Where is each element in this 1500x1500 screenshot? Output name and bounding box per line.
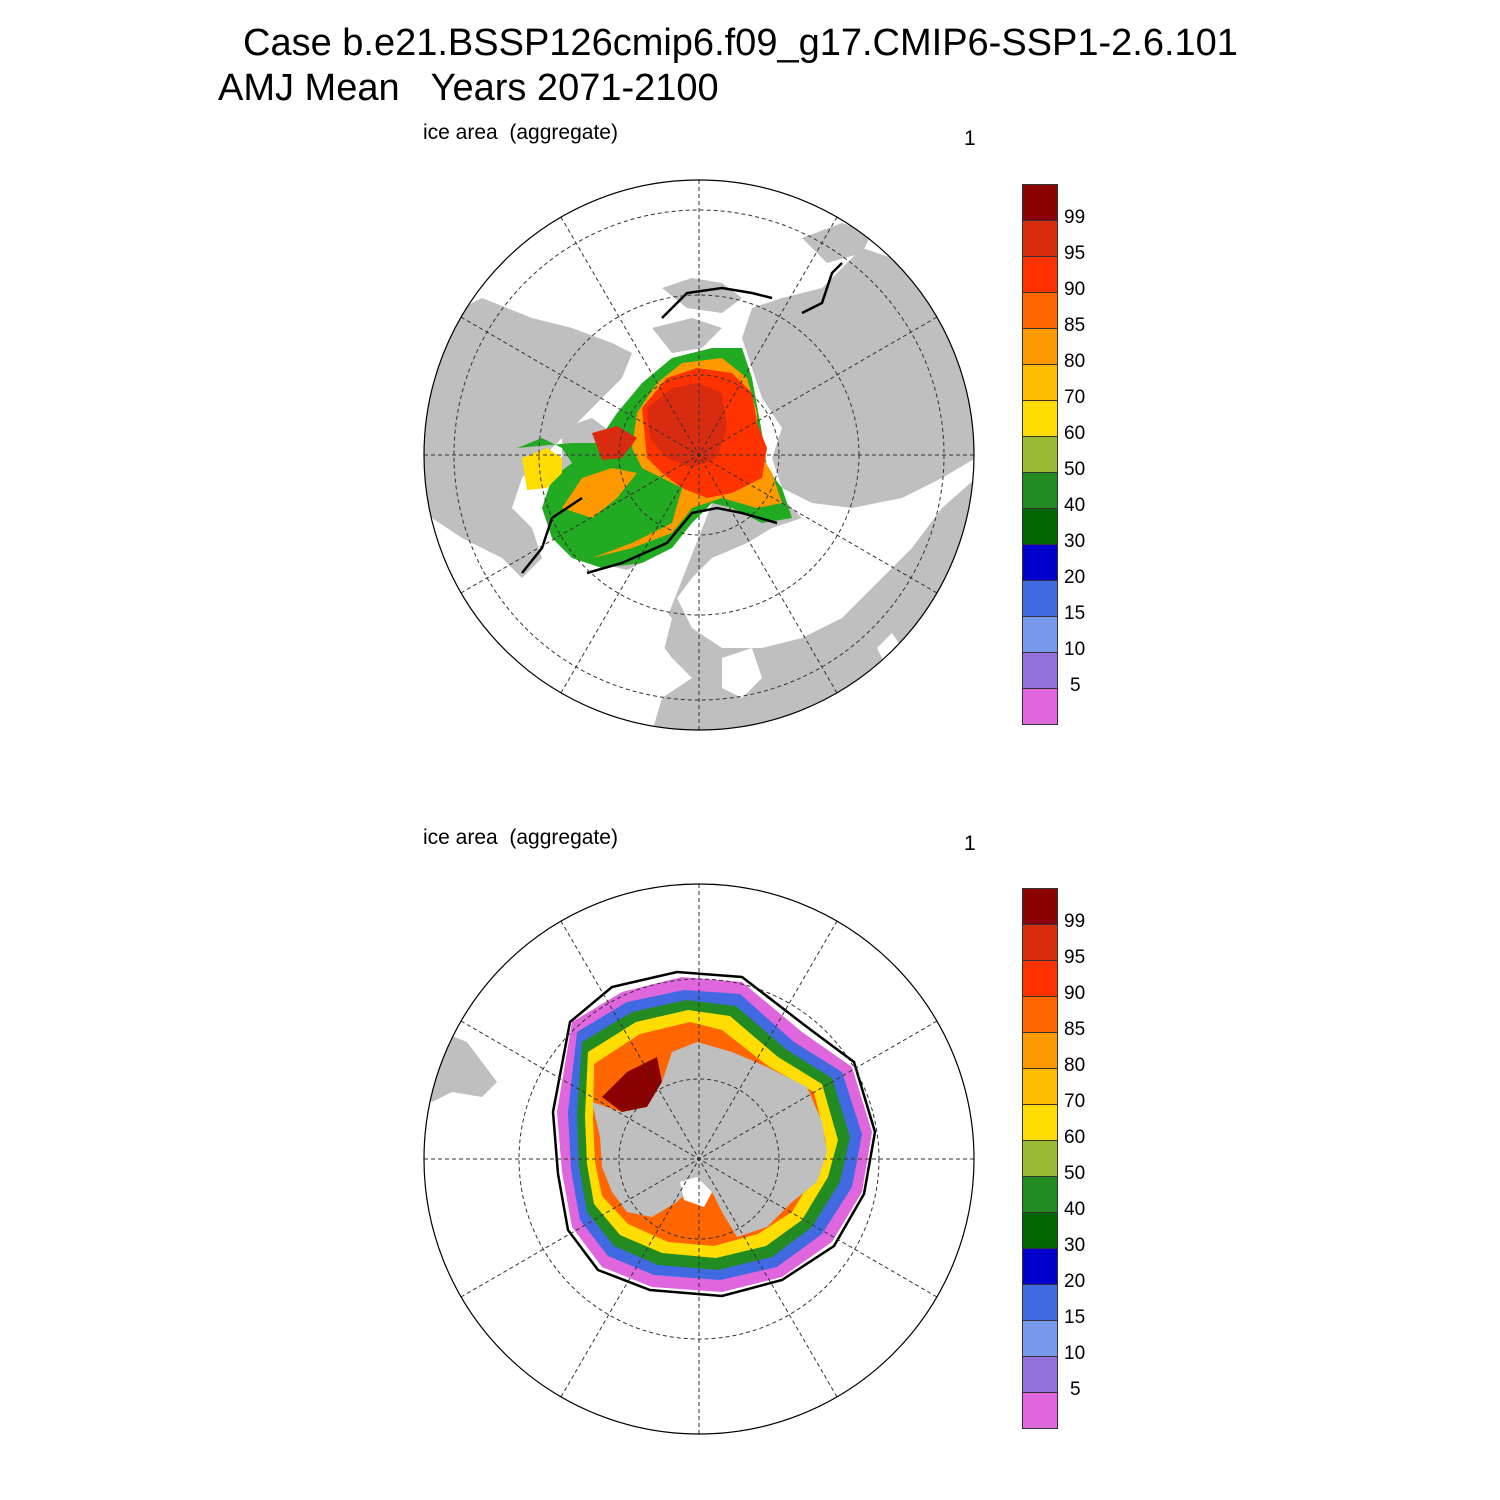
colorbar-swatch <box>1022 888 1058 925</box>
colorbar-swatch <box>1022 1248 1058 1285</box>
colorbar-swatch <box>1022 1104 1058 1141</box>
graticule-north <box>424 180 974 730</box>
colorbar-swatch <box>1022 1032 1058 1069</box>
colorbar-tick-label: 60 <box>1064 1127 1086 1148</box>
colorbar-swatch <box>1022 580 1058 617</box>
panel-units-north: 1 <box>964 127 976 150</box>
colorbar-swatch <box>1022 616 1058 653</box>
colorbar-tick-label: 10 <box>1064 639 1086 660</box>
colorbar-swatch <box>1022 1212 1058 1249</box>
colorbar-tick-label: 10 <box>1064 1343 1086 1364</box>
colorbar-swatch <box>1022 688 1058 725</box>
colorbar-swatch <box>1022 652 1058 689</box>
colorbar-tick-label: 99 <box>1064 207 1086 228</box>
colorbar-tick-label: 99 <box>1064 911 1086 932</box>
ross-ice-gap <box>680 1177 712 1207</box>
colorbar-tick-label: 50 <box>1064 1163 1086 1184</box>
colorbar-tick-label: 90 <box>1064 983 1086 1004</box>
colorbar-tick-label: 70 <box>1064 387 1086 408</box>
colorbar-swatch <box>1022 924 1058 961</box>
colorbar-tick-label: 80 <box>1064 351 1086 372</box>
colorbar-tick-label: 30 <box>1064 531 1086 552</box>
colorbar-swatch <box>1022 400 1058 437</box>
colorbar-swatch <box>1022 436 1058 473</box>
colorbar-tick-label: 20 <box>1064 1271 1086 1292</box>
figure-title-line-2: AMJ Mean Years 2071-2100 <box>218 67 719 109</box>
colorbar-swatch <box>1022 1140 1058 1177</box>
colorbar-tick-label: 30 <box>1064 1235 1086 1256</box>
colorbar-swatch <box>1022 1176 1058 1213</box>
colorbar-tick-label: 95 <box>1064 243 1086 264</box>
colorbar-swatch <box>1022 256 1058 293</box>
colorbar-swatch <box>1022 292 1058 329</box>
colorbar-tick-label: 5 <box>1070 675 1081 696</box>
panel-label-south: ice area (aggregate) <box>423 826 618 849</box>
colorbar-north <box>1022 184 1058 725</box>
map-border-south <box>423 883 975 1435</box>
ice-edge-contour-south <box>551 970 877 1298</box>
colorbar-swatch <box>1022 1284 1058 1321</box>
colorbar-swatch <box>1022 472 1058 509</box>
colorbar-tick-label: 80 <box>1064 1055 1086 1076</box>
colorbar-swatch <box>1022 1392 1058 1429</box>
colorbar-swatch <box>1022 328 1058 365</box>
colorbar-swatch <box>1022 1356 1058 1393</box>
colorbar-south <box>1022 888 1058 1429</box>
colorbar-swatch <box>1022 220 1058 257</box>
ice-edge-contour-north <box>521 262 843 575</box>
colorbar-tick-label: 50 <box>1064 459 1086 480</box>
colorbar-tick-label: 15 <box>1064 1307 1086 1328</box>
colorbar-swatch <box>1022 544 1058 581</box>
panel-units-south: 1 <box>964 832 976 855</box>
figure-title-line-1: Case b.e21.BSSP126cmip6.f09_g17.CMIP6-SS… <box>243 22 1238 64</box>
colorbar-tick-label: 40 <box>1064 1199 1086 1220</box>
colorbar-tick-label: 5 <box>1070 1379 1081 1400</box>
colorbar-swatch <box>1022 1320 1058 1357</box>
colorbar-tick-label: 20 <box>1064 567 1086 588</box>
colorbar-swatch <box>1022 364 1058 401</box>
colorbar-tick-label: 40 <box>1064 495 1086 516</box>
colorbar-swatch <box>1022 184 1058 221</box>
colorbar-tick-label: 85 <box>1064 1019 1086 1040</box>
colorbar-tick-label: 70 <box>1064 1091 1086 1112</box>
colorbar-swatch <box>1022 960 1058 997</box>
antarctica-land <box>592 1042 827 1237</box>
colorbar-swatch <box>1022 996 1058 1033</box>
colorbar-tick-label: 60 <box>1064 423 1086 444</box>
colorbar-swatch <box>1022 508 1058 545</box>
antarctic-polar-map <box>423 883 975 1435</box>
colorbar-swatch <box>1022 1068 1058 1105</box>
graticule-south <box>424 884 974 1434</box>
colorbar-tick-label: 15 <box>1064 603 1086 624</box>
colorbar-tick-label: 95 <box>1064 947 1086 968</box>
panel-label-north: ice area (aggregate) <box>423 121 618 144</box>
arctic-polar-map <box>423 179 975 731</box>
colorbar-tick-label: 90 <box>1064 279 1086 300</box>
sea-ice-field-north <box>517 348 792 568</box>
map-border-north <box>423 179 975 731</box>
colorbar-tick-label: 85 <box>1064 315 1086 336</box>
